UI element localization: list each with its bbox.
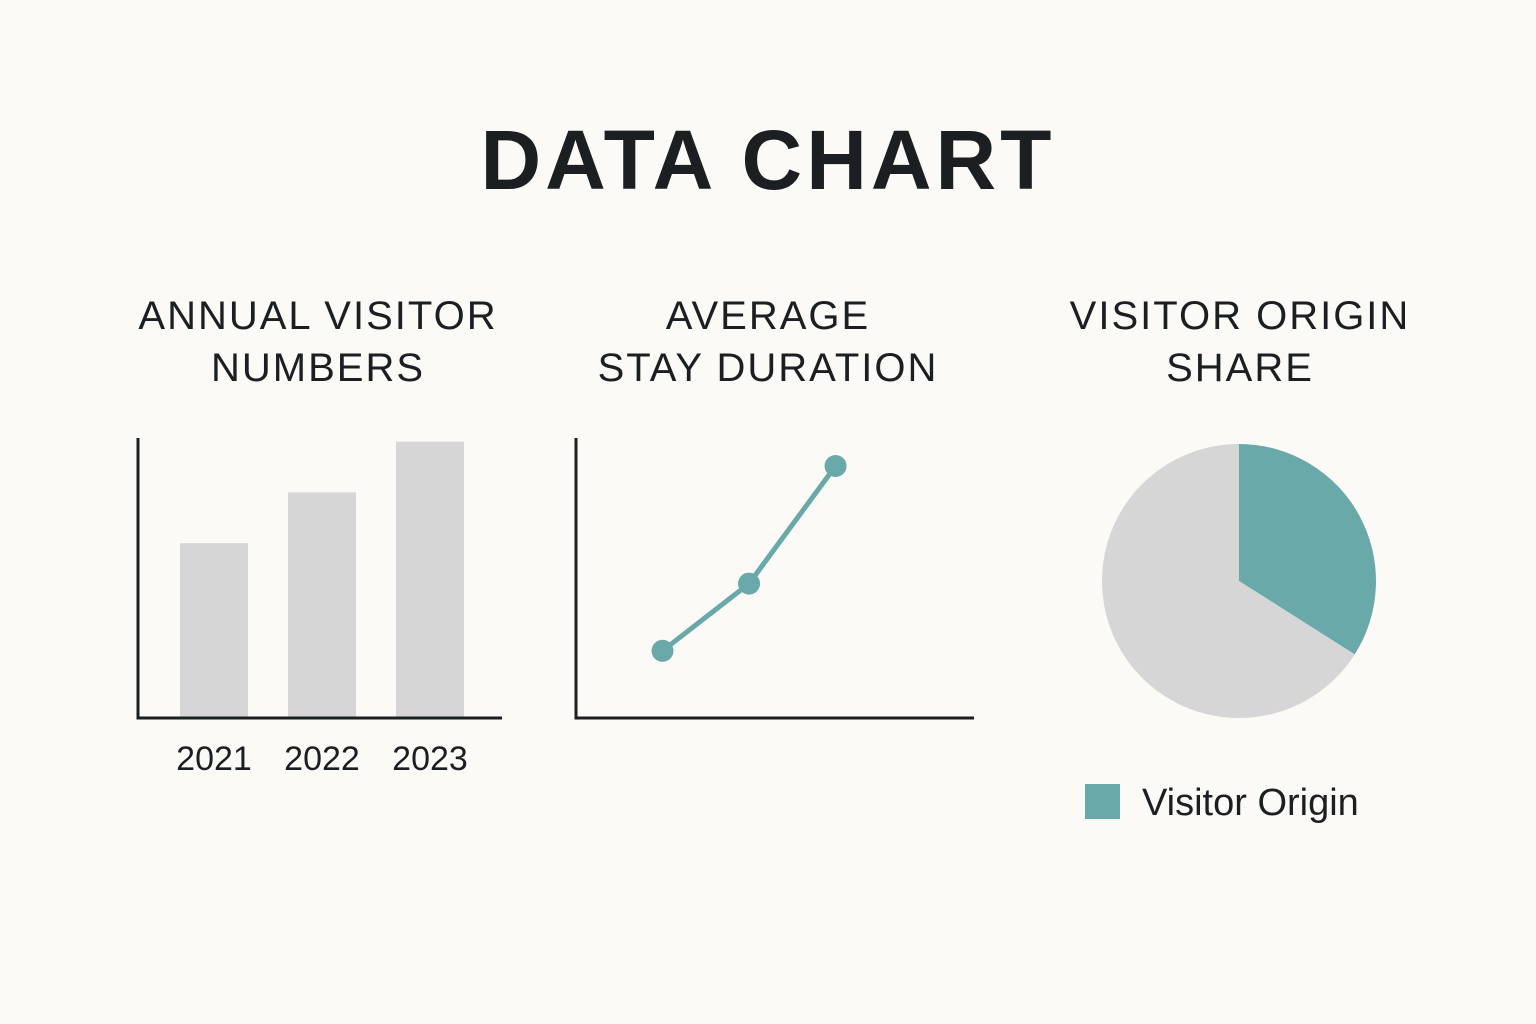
bar-chart-title: ANNUAL VISITOR NUMBERS: [68, 290, 568, 394]
x-tick-label-2023: 2023: [392, 740, 468, 778]
series-line: [660, 463, 839, 654]
line-chart-title-line-2: STAY DURATION: [597, 346, 939, 390]
line-chart-title: AVERAGE STAY DURATION: [518, 290, 1018, 394]
data-point-1: [651, 639, 674, 662]
x-tick-label-2021: 2021: [176, 740, 252, 778]
pie-chart: Visitor Origin: [1085, 443, 1376, 824]
x-tick-label-2022: 2022: [284, 740, 360, 778]
legend-label: Visitor Origin: [1142, 782, 1359, 824]
bar-2023: [396, 441, 464, 718]
pie-chart-title-line-2: SHARE: [1166, 346, 1314, 390]
line-chart-title-line-1: AVERAGE: [665, 294, 871, 338]
pie-slice-2: [1102, 443, 1355, 718]
pie-chart-title: VISITOR ORIGIN SHARE: [990, 290, 1490, 394]
line-chart: [574, 438, 974, 720]
bar-chart: 2021 2022 2023: [136, 438, 502, 778]
bar-2022: [288, 492, 356, 718]
data-point-3: [824, 455, 847, 477]
page-title: DATA CHART: [480, 113, 1056, 207]
legend-swatch: [1085, 784, 1120, 819]
bar-chart-title-line-2: NUMBERS: [210, 346, 426, 390]
pie-chart-title-line-1: VISITOR ORIGIN: [1069, 294, 1411, 338]
bar-chart-title-line-1: ANNUAL VISITOR: [138, 294, 498, 338]
bar-2021: [180, 543, 248, 718]
data-point-2: [738, 572, 761, 595]
pie-slice-1: [1239, 444, 1376, 655]
